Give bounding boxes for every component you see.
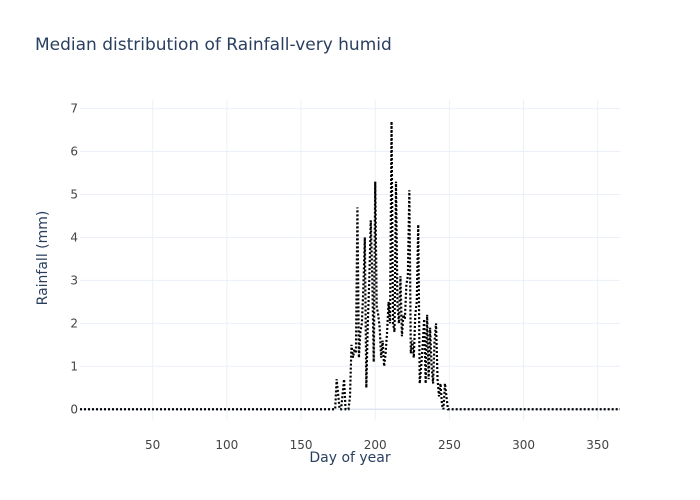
y-tick-label: 1 [70, 359, 78, 373]
y-tick-label: 2 [70, 316, 78, 330]
x-tick-label: 100 [215, 438, 238, 452]
y-tick-label: 0 [70, 402, 78, 416]
y-axis-ticks: 0 1 2 3 4 5 6 7 [70, 102, 78, 417]
x-tick-label: 150 [290, 438, 313, 452]
x-tick-label: 250 [438, 438, 461, 452]
y-tick-label: 6 [70, 145, 78, 159]
chart-title: Median distribution of Rainfall-very hum… [35, 35, 392, 55]
x-tick-label: 300 [512, 438, 535, 452]
y-tick-label: 5 [70, 187, 78, 201]
series-layer [80, 121, 620, 411]
x-axis-title: Day of year [309, 450, 391, 466]
x-axis-ticks: 50 100 150 200 250 300 350 [145, 438, 609, 452]
x-tick-label: 200 [364, 438, 387, 452]
x-tick-label: 50 [145, 438, 160, 452]
gridlines [80, 100, 620, 420]
y-axis-title: Rainfall (mm) [35, 211, 51, 306]
y-tick-label: 3 [70, 273, 78, 287]
rainfall-series-line [80, 121, 620, 411]
y-tick-label: 4 [70, 230, 78, 244]
y-tick-label: 7 [70, 102, 78, 116]
x-tick-label: 350 [586, 438, 609, 452]
